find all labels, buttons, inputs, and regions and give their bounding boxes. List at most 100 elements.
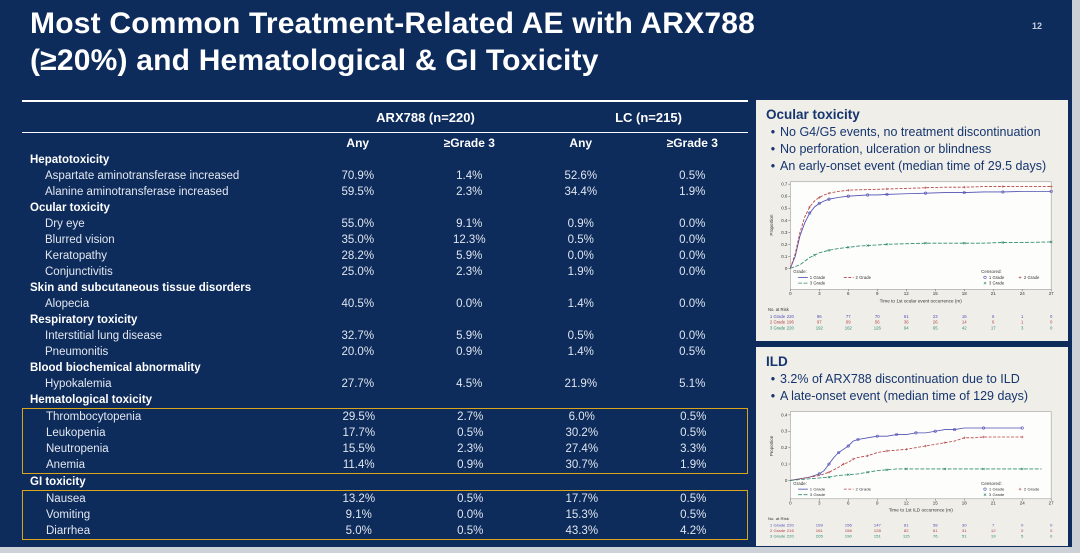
ocular-bullet-list: • No G4/G5 events, no treatment discontin… [766,124,1058,175]
svg-text:24: 24 [1020,500,1026,505]
svg-text:1 Grade: 1 Grade [810,487,826,492]
svg-text:0.6: 0.6 [781,194,788,199]
ae-label: Aspartate aminotransferase increased [45,170,240,182]
bullet-icon: • [770,142,776,156]
ae-value: 1.4% [567,298,594,310]
ae-value: 0.0% [679,266,706,278]
table-row: Dry eye 55.0% 9.1% 0.9% 0.0% [22,216,748,232]
svg-text:0: 0 [789,500,792,505]
ae-value: 17.7% [342,427,376,439]
table-section-header: Respiratory toxicity [22,312,748,328]
ild-bullet: • A late-onset event (median time of 129 … [766,388,1058,405]
svg-text:Time to 1st ILD occurrence (m): Time to 1st ILD occurrence (m) [889,508,954,513]
ae-value: 15.5% [342,443,376,455]
svg-text:0: 0 [785,478,788,483]
svg-text:51: 51 [962,533,967,538]
ocular-toxicity-panel: Ocular toxicity • No G4/G5 events, no tre… [756,100,1068,341]
svg-text:220: 220 [787,314,795,319]
svg-text:76: 76 [933,533,938,538]
ae-value: 52.6% [564,170,598,182]
svg-text:1: 1 [1021,314,1024,319]
bullet-text: An early-onset event (median time of 29.… [780,159,1047,173]
slide-title: Most Common Treatment-Related AE with AR… [30,6,1040,80]
table-row: Alanine aminotransferase increased 59.5% 2… [22,184,748,200]
svg-text:69: 69 [846,320,851,325]
svg-text:12: 12 [904,500,910,505]
svg-text:192: 192 [816,325,824,330]
svg-text:1 Grade: 1 Grade [770,314,786,319]
svg-text:Censored:: Censored: [981,481,1002,486]
svg-text:0.1: 0.1 [781,254,788,259]
ae-label: Keratopathy [45,250,108,262]
svg-text:205: 205 [816,533,824,538]
svg-text:23: 23 [933,314,938,319]
table-sub-header-row: Any ≥Grade 3 Any ≥Grade 3 [22,133,748,152]
ae-value: 43.3% [565,525,599,537]
svg-text:0.2: 0.2 [781,242,788,247]
ae-value: 0.5% [567,234,594,246]
ocular-panel-title: Ocular toxicity [766,107,860,122]
svg-text:15: 15 [933,500,939,505]
svg-text:147: 147 [874,522,882,527]
svg-text:0: 0 [789,291,792,296]
svg-text:128: 128 [874,528,882,533]
svg-text:65: 65 [933,325,938,330]
ae-label: Diarrhea [46,525,91,537]
ae-label: Leukopenia [46,427,106,439]
svg-text:0.7: 0.7 [781,182,788,187]
svg-text:0: 0 [1021,522,1024,527]
table-row: Thrombocytopenia 29.5% 2.7% 6.0% 0.5% [23,409,747,425]
ae-value: 30.7% [565,459,599,471]
section-header-label: Respiratory toxicity [30,314,138,326]
ae-label: Hypokalemia [45,378,112,390]
svg-text:0.5: 0.5 [781,206,788,211]
svg-text:6: 6 [847,291,850,296]
ae-value: 0.5% [567,330,594,342]
ae-value: 12.3% [452,234,486,246]
bullet-text: No G4/G5 events, no treatment discontinu… [780,125,1041,139]
ocular-bullet: • An early-onset event (median time of 29… [766,158,1058,175]
table-row: Nausea 13.2% 0.5% 17.7% 0.5% [23,491,747,507]
svg-text:3 Grade: 3 Grade [810,492,826,497]
svg-text:5: 5 [1021,533,1024,538]
svg-text:3 Grade: 3 Grade [989,281,1005,286]
ae-label: Blurred vision [45,234,115,246]
section-header-label: Hematological toxicity [30,394,153,406]
ae-value: 11.4% [342,459,375,471]
ae-value: 0.5% [457,525,484,537]
svg-text:Time to 1st ocular event occur: Time to 1st ocular event occurrence (m) [880,299,963,304]
svg-text:0.3: 0.3 [781,230,788,235]
svg-text:0: 0 [1050,325,1053,330]
ae-value: 9.1% [456,218,483,230]
ae-value: 0.5% [679,170,706,182]
svg-text:9: 9 [876,500,879,505]
svg-text:12: 12 [991,528,996,533]
svg-text:3 Grade: 3 Grade [989,492,1005,497]
ae-value: 0.0% [679,330,706,342]
svg-text:Proportion: Proportion [769,214,774,235]
table-row: Pneumonitis 20.0% 0.9% 1.4% 0.5% [22,344,748,360]
svg-text:3: 3 [818,500,821,505]
svg-text:Grade:: Grade: [793,481,807,486]
table-row: Diarrhea 5.0% 0.5% 43.3% 4.2% [23,523,747,539]
svg-text:0.2: 0.2 [781,445,788,450]
svg-text:94: 94 [904,325,909,330]
table-section-header: Hepatotoxicity [22,152,748,168]
svg-text:2 Grade: 2 Grade [1024,275,1040,280]
svg-text:3 Grade: 3 Grade [770,325,786,330]
table-row: Aspartate aminotransferase increased 70.9… [22,168,748,184]
table-row: Interstitial lung disease 32.7% 5.9% 0.5% 0.… [22,328,748,344]
ae-value: 29.5% [342,411,376,423]
ocular-bullet: • No G4/G5 events, no treatment discontin… [766,124,1058,141]
svg-text:17: 17 [991,325,996,330]
svg-text:27: 27 [1049,500,1055,505]
ae-value: 2.3% [457,443,484,455]
ae-value: 1.9% [567,266,594,278]
svg-text:61: 61 [904,314,909,319]
svg-text:3: 3 [1021,325,1024,330]
ae-value: 30.2% [565,427,599,439]
ae-value: 70.9% [341,170,375,182]
ocular-km-chart: 0 0.1 0.2 0.3 0.4 0.5 0.6 0.7 Proportion 0 3 6 9 12 15… [766,177,1058,340]
ae-label: Anemia [46,459,85,471]
